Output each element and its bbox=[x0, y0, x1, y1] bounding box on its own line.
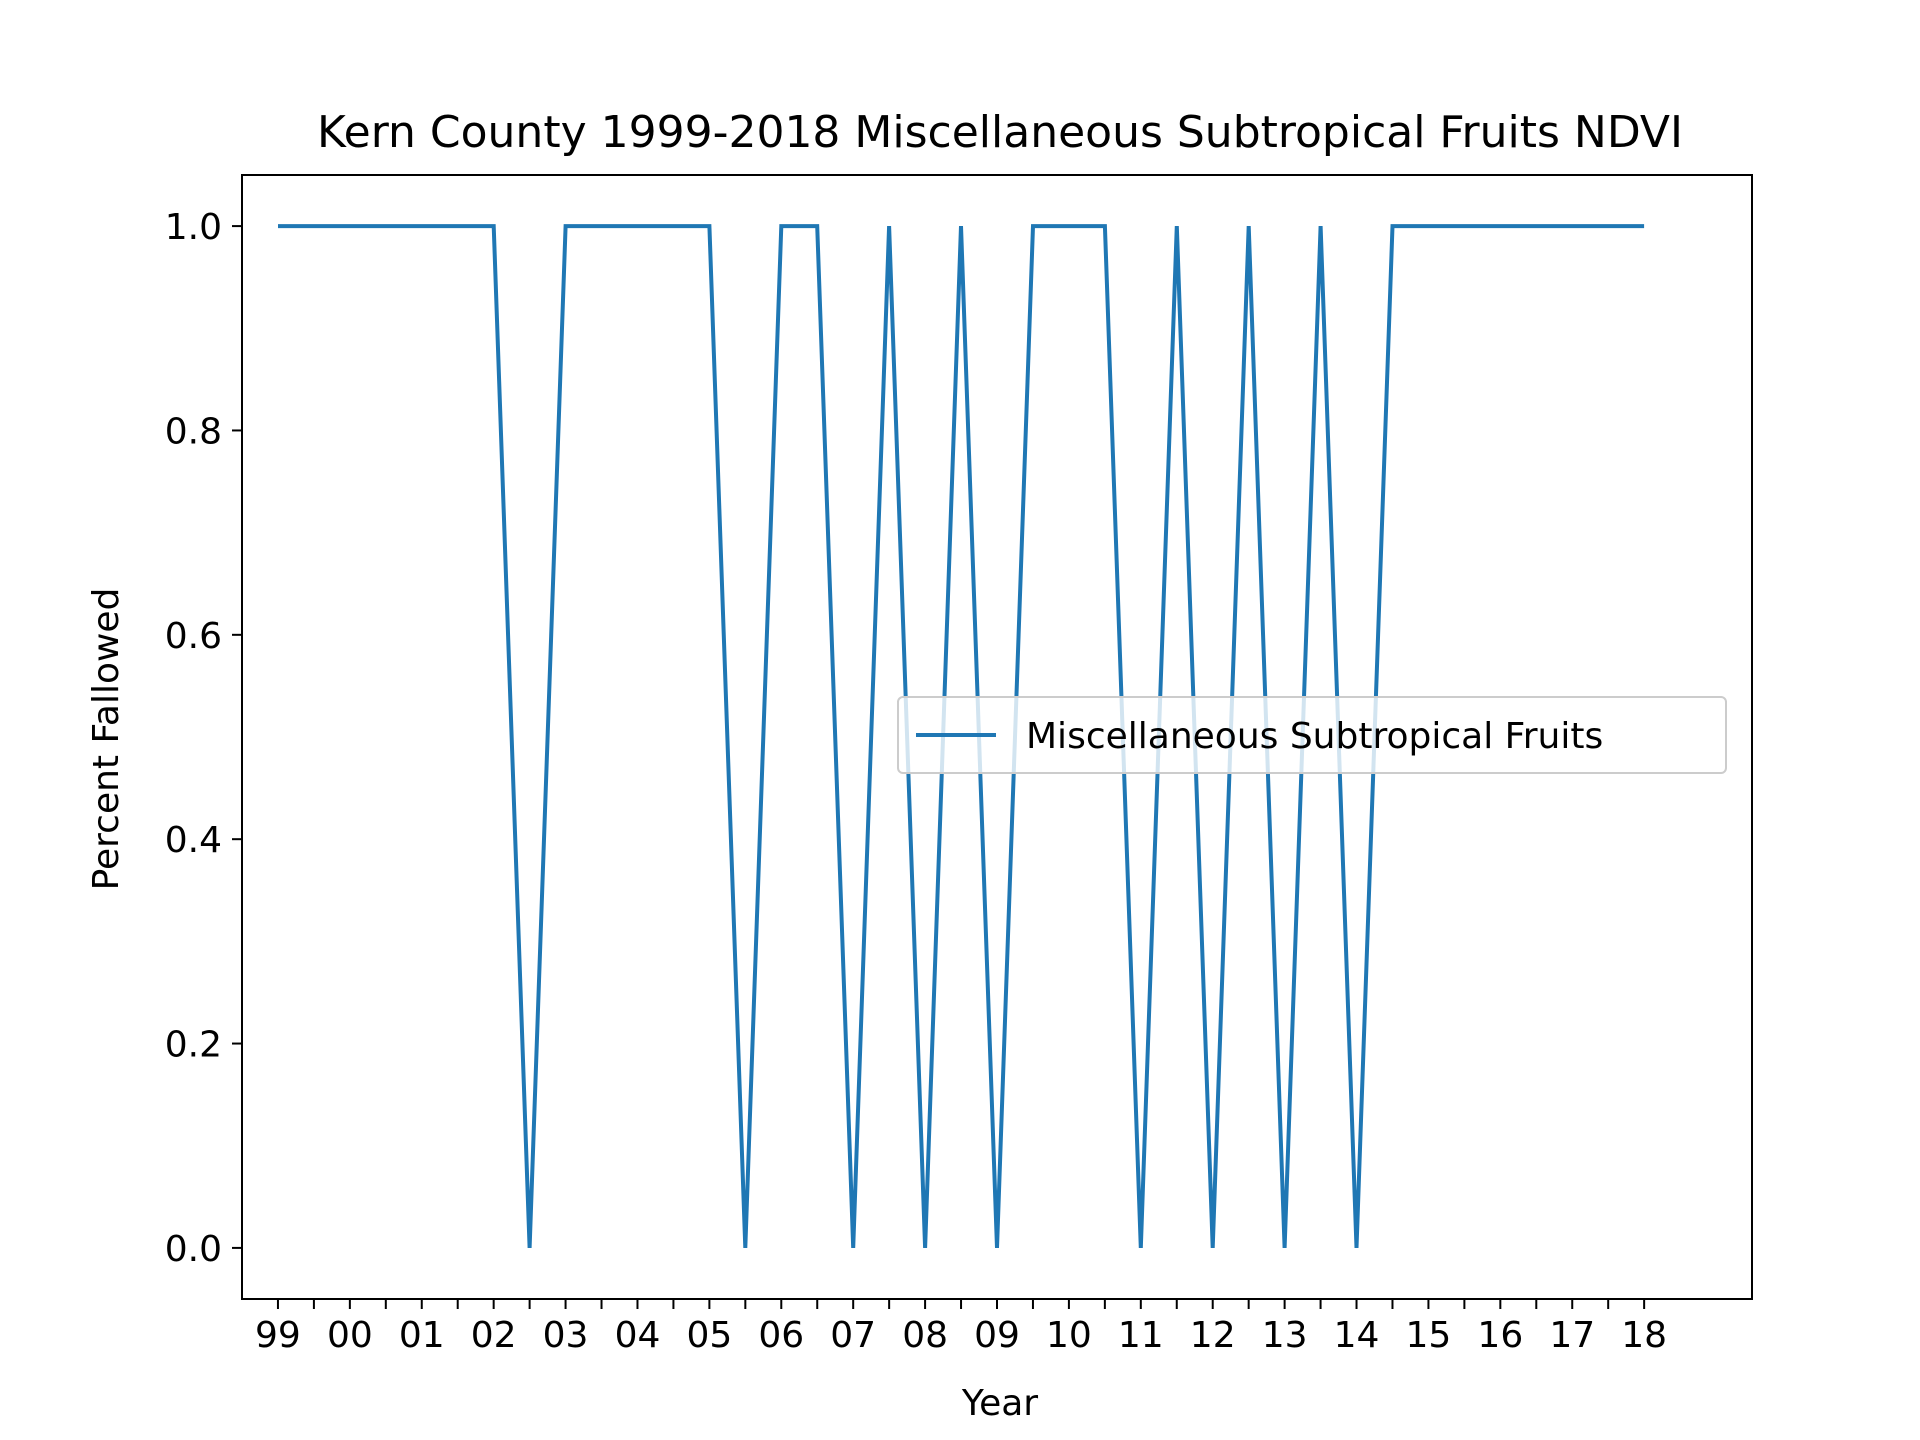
y-tick-label: 0.4 bbox=[165, 820, 222, 861]
x-tick-label: 13 bbox=[1262, 1315, 1308, 1356]
x-tick-label: 03 bbox=[543, 1315, 589, 1356]
x-tick-label: 12 bbox=[1190, 1315, 1236, 1356]
legend-box bbox=[897, 696, 1727, 774]
x-tick-label: 07 bbox=[830, 1315, 876, 1356]
y-tick-label: 1.0 bbox=[165, 207, 222, 248]
x-tick-label: 06 bbox=[758, 1315, 804, 1356]
chart-title: Kern County 1999-2018 Miscellaneous Subt… bbox=[317, 107, 1683, 158]
x-tick-label: 11 bbox=[1118, 1315, 1164, 1356]
x-tick-label: 01 bbox=[399, 1315, 445, 1356]
x-tick-label: 10 bbox=[1046, 1315, 1092, 1356]
x-axis-label: Year bbox=[961, 1383, 1038, 1424]
plot-area: 0.0 0.2 0.4 0.6 0.8 1.0 99 00 01 02 03 04 05 06 07 08 09… bbox=[165, 174, 1753, 1356]
x-tick-label: 02 bbox=[471, 1315, 517, 1356]
x-tick-label: 14 bbox=[1334, 1315, 1380, 1356]
legend: Miscellaneous Subtropical Fruits bbox=[897, 696, 1727, 774]
x-tick-label: 05 bbox=[686, 1315, 732, 1356]
x-tick-label: 04 bbox=[615, 1315, 661, 1356]
y-tick-label: 0.6 bbox=[165, 616, 222, 657]
x-tick-label: 17 bbox=[1549, 1315, 1595, 1356]
x-tick-label: 09 bbox=[974, 1315, 1020, 1356]
x-tick-label: 00 bbox=[327, 1315, 373, 1356]
x-tick-label: 18 bbox=[1621, 1315, 1667, 1356]
x-tick-label: 15 bbox=[1406, 1315, 1452, 1356]
legend-label: Miscellaneous Subtropical Fruits bbox=[1026, 716, 1603, 757]
x-tick-label: 16 bbox=[1477, 1315, 1523, 1356]
y-tick-label: 0.0 bbox=[165, 1229, 222, 1270]
y-tick-label: 0.8 bbox=[165, 411, 222, 452]
x-tick-label: 08 bbox=[902, 1315, 948, 1356]
y-tick-label: 0.2 bbox=[165, 1025, 222, 1066]
series-line-1 bbox=[278, 224, 1645, 1248]
x-tick-label: 99 bbox=[255, 1315, 301, 1356]
y-axis-label: Percent Fallowed bbox=[86, 588, 127, 891]
